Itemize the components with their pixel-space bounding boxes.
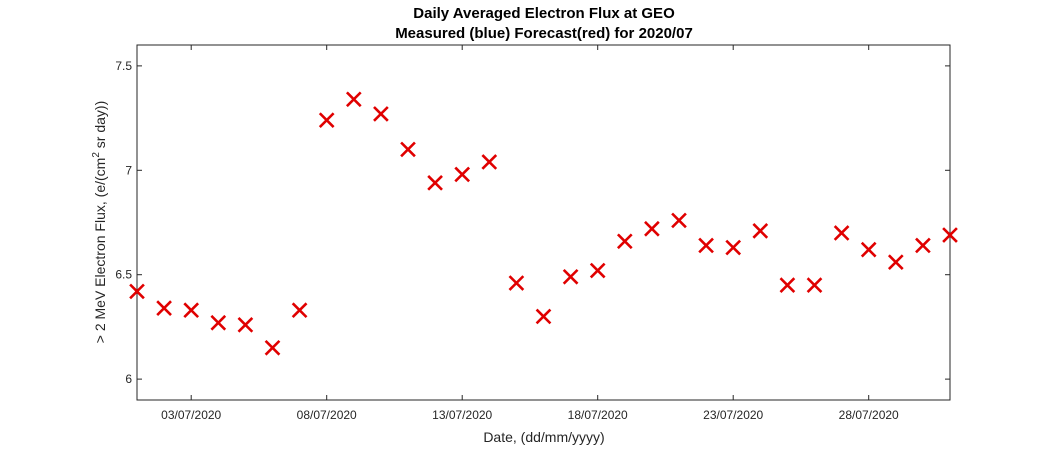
data-point (210, 314, 227, 331)
chart-title: Daily Averaged Electron Flux at GEO (413, 5, 675, 22)
x-axis: 03/07/2020 08/07/2020 13/07/2020 18/07/2020… (161, 45, 899, 422)
data-point (129, 283, 145, 300)
y-tick-label: 7 (125, 163, 132, 177)
data-point (183, 302, 200, 319)
data-point (508, 275, 525, 291)
x-tick-label: 13/07/2020 (432, 408, 492, 422)
data-point (454, 166, 471, 183)
y-tick-label: 7.5 (115, 59, 132, 73)
chart-subtitle: Measured (blue) Forecast(red) for 2020/0… (395, 25, 693, 42)
data-point (725, 239, 742, 256)
data-point (589, 262, 606, 279)
data-point (942, 227, 958, 243)
data-point (698, 237, 714, 254)
data-point (752, 223, 769, 239)
data-point (264, 339, 281, 356)
x-tick-label: 08/07/2020 (297, 408, 357, 422)
data-point (806, 277, 823, 293)
data-point (833, 225, 850, 241)
series-forecast (129, 91, 958, 356)
data-point (318, 112, 335, 129)
data-point (671, 212, 687, 229)
data-point (237, 316, 254, 333)
data-point (427, 174, 443, 191)
x-tick-label: 18/07/2020 (568, 408, 628, 422)
data-point (616, 233, 633, 250)
y-tick-label: 6.5 (115, 268, 132, 282)
x-axis-label: Date, (dd/mm/yyyy) (483, 429, 604, 445)
x-tick-label: 23/07/2020 (703, 408, 763, 422)
data-point (779, 277, 796, 293)
data-point (291, 302, 308, 319)
data-point (562, 268, 579, 285)
y-axis: 6 6.5 7 7.5 (115, 59, 950, 386)
y-axis-label-main: > 2 MeV Electron Flux, (e/(cm (92, 158, 108, 344)
y-axis-label-superscript: 2 (91, 152, 102, 158)
x-tick-label: 28/07/2020 (839, 408, 899, 422)
data-point (887, 254, 904, 271)
y-tick-label: 6 (125, 372, 132, 386)
x-tick-label: 03/07/2020 (161, 408, 221, 422)
data-point (915, 237, 931, 254)
data-point (400, 141, 416, 158)
data-point (481, 154, 498, 170)
plot-area (136, 44, 951, 401)
data-point (373, 106, 389, 122)
data-point (156, 300, 172, 316)
data-point (644, 220, 660, 237)
data-point (535, 308, 552, 325)
data-point (345, 91, 362, 108)
data-point (860, 241, 877, 258)
y-axis-label-end: sr day)) (92, 101, 108, 152)
y-axis-label: > 2 MeV Electron Flux, (e/(cm2 sr day)) (91, 101, 108, 343)
